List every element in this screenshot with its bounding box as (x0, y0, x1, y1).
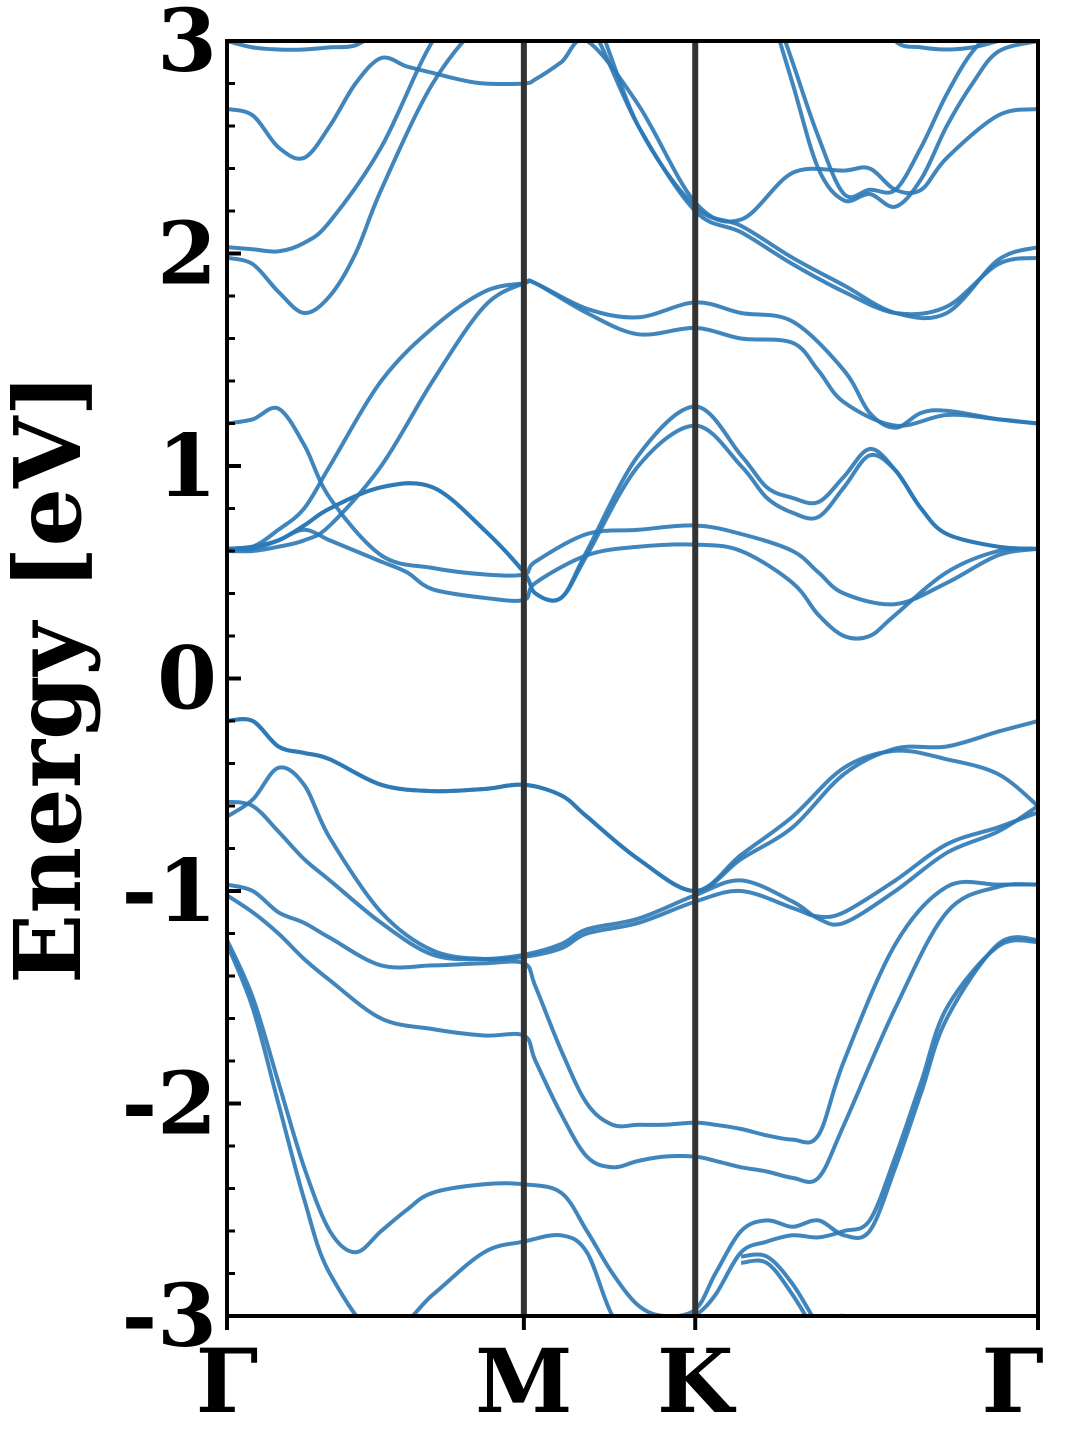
band-line-16 (227, 41, 1038, 317)
band-line-9 (227, 717, 1038, 894)
band-line-10 (227, 527, 1038, 641)
band-line-19 (227, 41, 368, 52)
band-line-3 (227, 938, 1038, 1316)
band-line-1 (325, 1313, 849, 1316)
x-tick-label-3: K (657, 1329, 737, 1433)
x-tick-label-1: Γ (196, 1329, 258, 1433)
y-axis-ticks: -3 -2 -1 0 1 2 3 (121, 0, 241, 1367)
y-tick-label: -3 (121, 1266, 217, 1367)
band-line-24 (740, 1252, 815, 1316)
band-line-5 (227, 879, 1038, 1145)
y-tick-label: 3 (157, 0, 217, 92)
band-line-23 (740, 1258, 809, 1316)
band-line-13 (227, 278, 1038, 554)
x-tick-label-4: Γ (982, 1329, 1044, 1433)
band-line-12 (227, 405, 1038, 607)
y-tick-label: -1 (121, 841, 217, 942)
band-line-17 (227, 41, 1038, 321)
y-tick-label: 0 (157, 629, 217, 730)
band-lines-layer (227, 41, 1038, 1316)
high-symmetry-lines-layer (520, 41, 699, 1316)
band-line-4 (227, 882, 1038, 1185)
band-line-18 (227, 41, 1038, 224)
y-axis-label: Energy [eV] (0, 373, 102, 984)
y-tick-label: 1 (157, 416, 217, 517)
y-tick-label: -2 (121, 1054, 217, 1155)
band-line-20 (777, 41, 1038, 209)
band-line-2 (227, 935, 1038, 1316)
y-tick-label: 2 (157, 204, 217, 305)
band-line-15 (227, 423, 1038, 603)
band-line-7 (227, 799, 1038, 962)
x-tick-label-2: M (475, 1329, 572, 1433)
band-line-6 (227, 765, 1038, 962)
